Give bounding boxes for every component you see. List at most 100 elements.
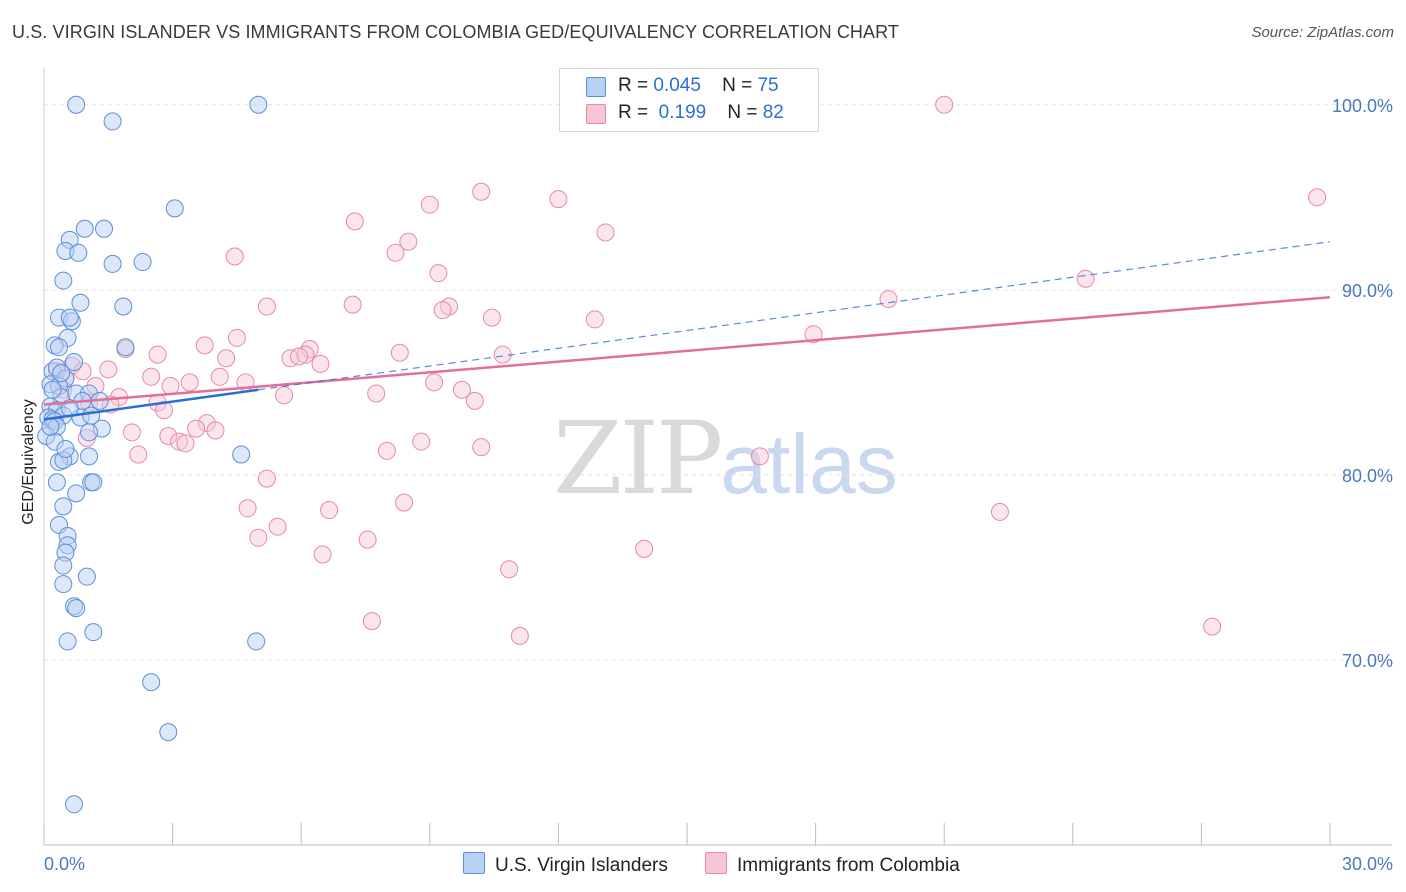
colombia-point [195, 336, 214, 355]
virgin-islanders-point [80, 447, 99, 466]
legend-r-value: 0.199 [658, 102, 707, 123]
colombia-point [804, 325, 823, 344]
virgin-islanders-point [80, 423, 99, 442]
virgin-islanders-point [232, 445, 251, 464]
virgin-islanders-point [43, 380, 62, 399]
y-tick-label: 90.0% [1342, 281, 1393, 301]
colombia-point [249, 528, 268, 547]
virgin-islanders-point [116, 338, 135, 357]
virgin-islanders-point [54, 575, 73, 594]
colombia-point [1076, 269, 1095, 288]
chart-title: U.S. VIRGIN ISLANDER VS IMMIGRANTS FROM … [12, 22, 900, 42]
colombia-point [268, 517, 287, 536]
colombia-trend-line [43, 295, 1331, 406]
virgin-islanders-point [142, 673, 161, 692]
colombia-point [510, 626, 529, 645]
virgin-islanders-point [249, 95, 268, 114]
colombia-point [227, 328, 246, 347]
colombia-point [129, 445, 148, 464]
colombia-point [238, 499, 257, 518]
watermark: ZIPatlas [553, 400, 898, 517]
colombia-point [142, 367, 161, 386]
legend-n-value: 82 [762, 102, 784, 123]
chart-source: Source: ZipAtlas.com [1251, 24, 1394, 41]
colombia-point [596, 223, 615, 242]
virgin-islanders-point [67, 95, 86, 114]
virgin-islanders-point [75, 219, 94, 238]
colombia-point [180, 373, 199, 392]
colombia-point [275, 386, 294, 405]
virgin-islanders-point [65, 795, 84, 814]
bottom-legend-virgin-islanders: U.S. Virgin Islanders [463, 852, 668, 877]
colombia-point [750, 447, 769, 466]
virgin-islanders-point [95, 219, 114, 238]
virgin-islanders-point [165, 199, 184, 218]
bottom-legend-colombia: Immigrants from Colombia [705, 852, 960, 877]
colombia-point [472, 182, 491, 201]
legend-r-label: R = [618, 102, 649, 123]
bottom-legend-label: U.S. Virgin Islanders [495, 855, 668, 876]
virgin-islanders-trend-dashed [258, 241, 1331, 391]
virgin-islanders-point [103, 254, 122, 273]
virgin-islanders-point [67, 599, 86, 618]
y-axis-label: GED/Equivalency [20, 399, 37, 524]
series-colombia-points [47, 93, 1327, 645]
colombia-point [549, 190, 568, 209]
colombia-point [425, 373, 444, 392]
colombia-point [206, 421, 225, 440]
colombia-point [217, 349, 236, 368]
colombia-point [170, 432, 189, 451]
colombia-point [313, 545, 332, 564]
virgin-islanders-trend-line [43, 388, 259, 421]
colombia-point [465, 391, 484, 410]
virgin-islanders-point [71, 293, 90, 312]
virgin-islanders-point [60, 308, 79, 327]
colombia-point [429, 264, 448, 283]
colombia-point [935, 95, 954, 114]
colombia-point [990, 502, 1009, 521]
colombia-point [343, 295, 362, 314]
colombia-point [472, 438, 491, 457]
legend-text: R = 0.199 N = 82 [618, 102, 784, 124]
virgin-islanders-point [56, 439, 75, 458]
virgin-islanders-point [41, 417, 60, 436]
series-virgin-islanders-points [37, 95, 268, 814]
colombia-point [148, 345, 167, 364]
colombia-point [1203, 617, 1222, 636]
virgin-islanders-point [247, 632, 266, 651]
colombia-point [159, 427, 178, 446]
colombia-point [161, 377, 180, 396]
colombia-point [122, 423, 141, 442]
colombia-point [362, 612, 381, 631]
colombia-point [386, 243, 405, 262]
virgin-islanders-point [103, 112, 122, 131]
legend-swatch-blue [586, 77, 606, 97]
colombia-point [452, 380, 471, 399]
colombia-point [257, 469, 276, 488]
watermark-atlas: atlas [720, 417, 898, 511]
colombia-point [1308, 188, 1327, 207]
virgin-islanders-point [54, 556, 73, 575]
colombia-point [210, 367, 229, 386]
colombia-point [358, 530, 377, 549]
virgin-islanders-point [84, 473, 103, 492]
colombia-point [290, 347, 309, 366]
watermark-zip: ZIP [553, 400, 723, 517]
colombia-point [99, 360, 118, 379]
colombia-point [390, 343, 409, 362]
legend-swatch-pink [586, 104, 606, 124]
colombia-point [320, 501, 339, 520]
virgin-islanders-point [67, 484, 86, 503]
colombia-point [433, 301, 452, 320]
virgin-islanders-point [133, 253, 152, 272]
colombia-point [187, 419, 206, 438]
colombia-point [585, 310, 604, 329]
colombia-point [296, 345, 315, 364]
x-tick-label-max: 30.0% [1342, 854, 1393, 874]
virgin-islanders-point [77, 567, 96, 586]
colombia-point [635, 539, 654, 558]
virgin-islanders-point [58, 632, 77, 651]
virgin-islanders-point [54, 497, 73, 516]
colombia-point [311, 354, 330, 373]
